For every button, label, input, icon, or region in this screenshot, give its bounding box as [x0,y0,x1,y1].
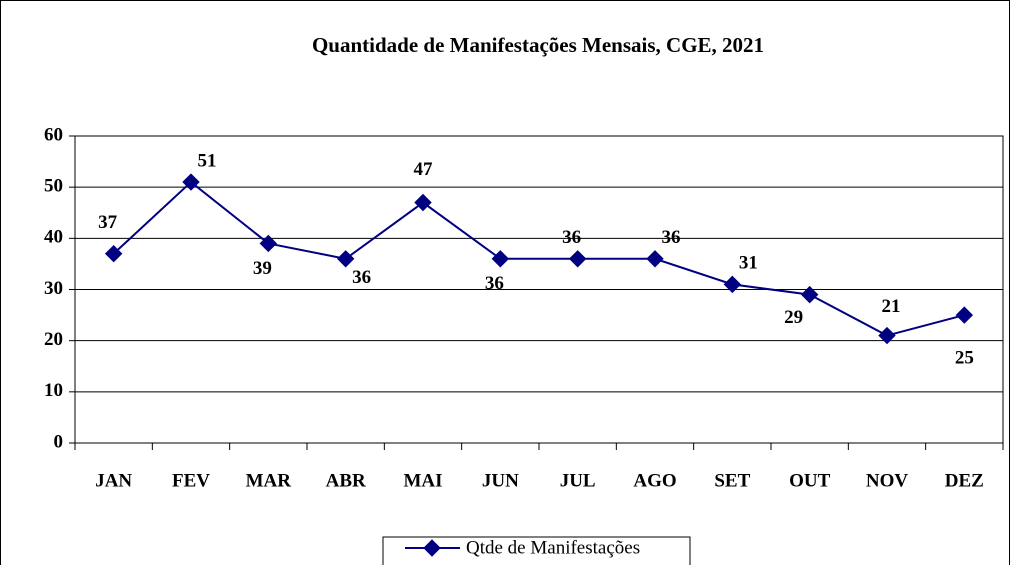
x-tick-label: AGO [633,470,676,491]
data-label: 47 [414,159,434,180]
chart-title: Quantidade de Manifestações Mensais, CGE… [312,33,764,57]
legend-label: Qtde de Manifestações [466,537,640,558]
y-tick-label: 20 [44,329,63,350]
marker [646,250,664,268]
y-tick-label: 60 [44,124,63,145]
x-tick-label: FEV [172,470,210,491]
marker [414,193,432,212]
data-label: 36 [562,227,581,248]
marker [955,306,974,324]
data-label: 39 [253,258,272,279]
legend-marker [423,539,441,557]
x-tick-label: NOV [866,470,909,491]
x-tick-label: DEZ [945,470,984,491]
data-label: 36 [352,267,371,288]
x-tick-label: MAR [246,470,292,491]
x-tick-label: OUT [789,470,831,491]
marker [568,250,587,268]
data-label: 51 [198,150,217,171]
x-tick-label: JAN [95,470,132,491]
series-line [112,180,965,337]
marker [259,234,278,253]
marker [491,250,510,268]
y-tick-label: 10 [44,380,63,401]
y-tick-label: 0 [54,431,64,452]
data-label: 29 [784,307,803,328]
marker [878,326,896,345]
data-label: 36 [485,273,504,294]
data-label: 37 [98,212,118,233]
x-tick-label: MAI [403,470,442,491]
x-tick-label: SET [714,470,750,491]
marker [104,244,123,263]
marker [182,173,200,191]
data-label: 25 [955,347,974,368]
y-tick-label: 30 [44,278,63,299]
x-tick-label: JUN [482,470,519,491]
marker [336,250,355,268]
x-tick-label: JUL [560,470,596,491]
marker [723,275,742,294]
y-tick-label: 40 [44,227,63,248]
marker [800,285,819,304]
data-label: 36 [662,227,681,248]
data-label: 21 [882,296,901,317]
data-label: 31 [739,253,758,274]
x-tick-label: ABR [326,470,366,491]
y-tick-label: 50 [44,176,63,197]
